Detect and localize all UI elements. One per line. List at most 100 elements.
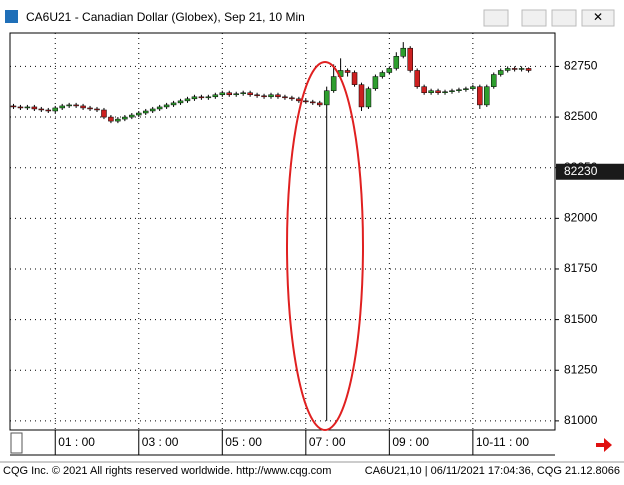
candle-body bbox=[511, 68, 518, 70]
y-tick-label: 81500 bbox=[564, 312, 598, 326]
y-tick-label: 81750 bbox=[564, 261, 598, 275]
candle-body bbox=[80, 105, 86, 109]
candle-body bbox=[330, 76, 337, 91]
candle-body bbox=[525, 68, 532, 71]
candle-body bbox=[247, 92, 253, 96]
candle-body bbox=[170, 102, 177, 106]
candle-body bbox=[490, 74, 497, 87]
x-tick-label: 09 : 00 bbox=[392, 435, 429, 449]
candle-body bbox=[108, 116, 114, 122]
candle-body bbox=[400, 47, 407, 57]
x-tick-label: 03 : 00 bbox=[142, 435, 179, 449]
candle-body bbox=[463, 88, 469, 90]
y-tick-label: 82500 bbox=[564, 109, 598, 123]
candle-body bbox=[129, 114, 135, 118]
candle-body bbox=[303, 100, 309, 103]
candle-body bbox=[94, 108, 100, 111]
candle-body bbox=[456, 89, 462, 91]
candle-body bbox=[442, 91, 448, 94]
candle-body bbox=[282, 96, 288, 99]
candle-body bbox=[393, 56, 400, 69]
candle-body bbox=[59, 105, 65, 109]
plot-area bbox=[9, 32, 556, 431]
y-tick-label: 82750 bbox=[564, 59, 598, 73]
candle-body bbox=[386, 68, 393, 73]
candle-body bbox=[504, 68, 511, 71]
x-tick-label: 01 : 00 bbox=[58, 435, 95, 449]
y-tick-label: 81000 bbox=[564, 413, 598, 427]
candle-body bbox=[212, 94, 219, 98]
x-tick-label: 10-11 : 00 bbox=[476, 435, 529, 449]
candle-body bbox=[149, 108, 156, 112]
footer-left: CQG Inc. © 2021 All rights reserved worl… bbox=[3, 465, 331, 477]
candle-body bbox=[156, 106, 163, 110]
candle-body bbox=[101, 109, 107, 118]
candle-body bbox=[31, 106, 38, 110]
candle-body bbox=[268, 94, 274, 98]
marks: 8275082500822508200081750815008125081000… bbox=[10, 33, 624, 455]
candle-body bbox=[24, 106, 31, 109]
candle-body bbox=[518, 68, 525, 70]
candle-body bbox=[205, 96, 212, 99]
candle-body bbox=[407, 47, 413, 71]
window-title: CA6U21 - Canadian Dollar (Globex), Sep 2… bbox=[26, 10, 305, 24]
candle-body bbox=[163, 104, 170, 108]
candle-body bbox=[316, 102, 323, 106]
close-glyph: ✕ bbox=[593, 10, 603, 24]
candle-body bbox=[351, 72, 358, 85]
candle-body bbox=[372, 76, 379, 89]
candle-body bbox=[296, 98, 302, 102]
highlight-ellipse bbox=[286, 61, 364, 431]
candle-body bbox=[17, 106, 24, 109]
candle-body bbox=[254, 94, 260, 97]
scroll-box[interactable] bbox=[10, 432, 23, 454]
candle-body bbox=[122, 116, 128, 120]
candle-body bbox=[87, 107, 93, 110]
candle-body bbox=[38, 108, 45, 111]
close-button[interactable] bbox=[581, 9, 615, 27]
app-icon bbox=[5, 10, 18, 23]
candle-body bbox=[177, 100, 184, 104]
candle-body bbox=[497, 70, 504, 75]
minimize-button[interactable] bbox=[521, 9, 547, 27]
candle-body bbox=[310, 101, 316, 104]
candle-body bbox=[421, 86, 427, 94]
x-tick-label: 07 : 00 bbox=[309, 435, 346, 449]
candle-body bbox=[275, 94, 281, 98]
candle-body bbox=[344, 70, 351, 73]
scroll-arrow[interactable] bbox=[596, 438, 612, 452]
candle-body bbox=[261, 95, 267, 98]
y-tick-label: 81250 bbox=[564, 362, 598, 376]
candle-body bbox=[184, 98, 191, 102]
candle-body bbox=[219, 92, 226, 96]
candle-body bbox=[198, 96, 205, 99]
x-tick-label: 05 : 00 bbox=[225, 435, 262, 449]
candle-body bbox=[428, 90, 434, 94]
candle-body bbox=[115, 118, 121, 122]
candle-body bbox=[240, 92, 246, 95]
candle-body bbox=[226, 92, 233, 96]
candle-body bbox=[379, 72, 386, 77]
candle-body bbox=[73, 104, 79, 107]
candle-body bbox=[435, 90, 441, 94]
title-bar bbox=[0, 0, 624, 32]
candle-body bbox=[142, 110, 149, 114]
maximize-button[interactable] bbox=[551, 9, 577, 27]
y-tick-label: 82000 bbox=[564, 211, 598, 225]
candle-body bbox=[136, 112, 142, 116]
candle-body bbox=[45, 109, 52, 112]
last-price-box bbox=[556, 163, 624, 180]
candle-body bbox=[470, 86, 476, 89]
candle-body bbox=[449, 90, 455, 92]
last-price-label: 82230 bbox=[564, 164, 598, 178]
candle-body bbox=[358, 84, 365, 108]
candle-body bbox=[365, 88, 372, 108]
candle-body bbox=[477, 86, 483, 106]
candle-body bbox=[484, 86, 490, 106]
candle-body bbox=[52, 107, 58, 112]
candle-body bbox=[289, 97, 295, 100]
footer-right: CA6U21,10 | 06/11/2021 17:04:36, CQG 21.… bbox=[365, 465, 620, 477]
link-button[interactable] bbox=[483, 9, 509, 27]
candle-body bbox=[323, 90, 330, 106]
